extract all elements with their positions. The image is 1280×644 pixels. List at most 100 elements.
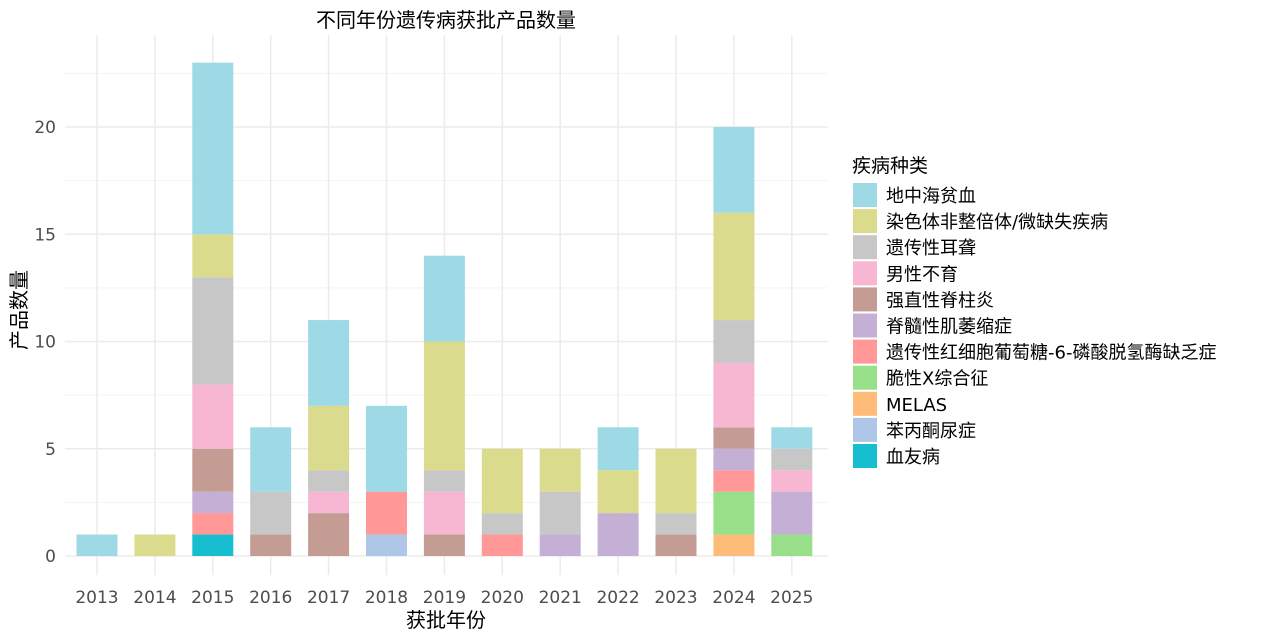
bar-segment — [713, 470, 755, 492]
bar-segment — [76, 534, 118, 556]
x-tick-label: 2018 — [365, 588, 408, 608]
bar-segment — [771, 448, 813, 471]
x-tick-label: 2023 — [654, 588, 697, 608]
bar-segment — [713, 127, 755, 213]
legend-swatch — [853, 444, 877, 468]
bar-segment — [192, 513, 234, 535]
bar-segment — [423, 491, 465, 535]
legend-swatch — [853, 313, 877, 338]
bar-segment — [423, 534, 465, 556]
bar-segment — [308, 513, 350, 556]
bar-segment — [539, 534, 581, 556]
legend-item: 男性不育 — [853, 261, 958, 286]
legend-label: 脊髓性肌萎缩症 — [886, 317, 1012, 338]
bar-segment — [713, 491, 755, 535]
bar-segment — [308, 491, 350, 514]
legend-label: 遗传性耳聋 — [886, 238, 976, 259]
chart-title: 不同年份遗传病获批产品数量 — [316, 8, 576, 32]
bar-segment — [250, 427, 292, 492]
x-tick-label: 2016 — [249, 588, 292, 608]
x-tick-label: 2017 — [307, 588, 350, 608]
bar-segment — [771, 491, 813, 535]
legend-label: 男性不育 — [886, 264, 958, 285]
bar-segment — [308, 320, 350, 406]
bars — [76, 62, 813, 556]
bar-segment — [771, 534, 813, 556]
legend-item: 苯丙酮尿症 — [853, 417, 976, 442]
bar-segment — [481, 534, 523, 556]
bar-segment — [423, 470, 465, 492]
bar-segment — [713, 448, 755, 471]
bar-segment — [250, 491, 292, 535]
x-tick-label: 2024 — [712, 588, 755, 608]
y-tick-labels: 0 5 10 15 20 — [34, 118, 56, 567]
x-tick-label: 2019 — [423, 588, 466, 608]
x-tick-label: 2014 — [133, 588, 176, 608]
bar-segment — [366, 491, 407, 535]
legend-item: 血友病 — [853, 444, 940, 468]
y-tick-label: 15 — [34, 225, 56, 245]
bar-segment — [192, 277, 234, 385]
y-tick-label: 5 — [45, 440, 56, 460]
y-tick-label: 20 — [34, 118, 56, 138]
bar-segment — [192, 234, 234, 278]
legend-item: 强直性脊柱炎 — [853, 287, 994, 312]
bar-segment — [713, 362, 755, 428]
bar-segment — [713, 534, 755, 556]
bar-segment — [597, 427, 639, 471]
x-axis-label: 获批年份 — [406, 608, 486, 632]
bar-segment — [597, 470, 639, 514]
bar-segment — [539, 448, 581, 492]
bar-segment — [655, 448, 697, 514]
bar-segment — [308, 470, 350, 492]
legend-label: 染色体非整倍体/微缺失疾病 — [886, 212, 1108, 233]
legend-swatch — [853, 417, 877, 442]
x-tick-labels: 2013 2014 2015 2016 2017 2018 2019 2020 2021 2022… — [75, 588, 813, 608]
legend-item: 遗传性红细胞葡萄糖-6-磷酸脱氢酶缺乏症 — [853, 339, 1216, 364]
legend-item: 遗传性耳聋 — [853, 235, 976, 260]
bar-segment — [366, 405, 407, 492]
x-tick-label: 2015 — [191, 588, 234, 608]
legend-item: MELAS — [853, 391, 947, 416]
bar-segment — [539, 491, 581, 535]
bar-segment — [481, 448, 523, 514]
bar-segment — [192, 62, 234, 235]
legend-swatch — [853, 183, 877, 207]
legend-title: 疾病种类 — [852, 155, 928, 177]
legend-label: 脆性X综合征 — [886, 369, 988, 390]
bar-segment — [423, 341, 465, 471]
bar-segment — [192, 491, 234, 514]
x-tick-label: 2013 — [75, 588, 118, 608]
legend-swatch — [853, 339, 877, 364]
legend-label: 血友病 — [886, 447, 940, 468]
bar-segment — [713, 320, 755, 363]
bar-segment — [771, 427, 813, 449]
bar-segment — [771, 470, 813, 492]
legend-swatch — [853, 365, 877, 390]
legend-item: 地中海贫血 — [853, 183, 976, 207]
x-tick-label: 2020 — [481, 588, 524, 608]
bar-segment — [655, 534, 697, 556]
legend-swatch — [853, 261, 877, 286]
bar-segment — [713, 212, 755, 321]
bar-segment — [192, 534, 234, 556]
legend-swatch — [853, 235, 877, 260]
bar-segment — [192, 384, 234, 449]
x-tick-label: 2025 — [770, 588, 813, 608]
legend-item: 脆性X综合征 — [853, 365, 988, 390]
legend-label: 强直性脊柱炎 — [886, 290, 994, 311]
legend-label: 苯丙酮尿症 — [886, 421, 976, 442]
x-tick-label: 2022 — [596, 588, 639, 608]
legend-label: 地中海贫血 — [886, 186, 976, 207]
legend-swatch — [853, 391, 877, 416]
legend-item: 脊髓性肌萎缩症 — [853, 313, 1012, 338]
legend-swatch — [853, 287, 877, 312]
legend: 地中海贫血染色体非整倍体/微缺失疾病遗传性耳聋男性不育强直性脊柱炎脊髓性肌萎缩症… — [853, 183, 1216, 468]
x-tick-label: 2021 — [539, 588, 582, 608]
bar-segment — [366, 534, 407, 556]
bar-segment — [423, 255, 465, 342]
bar-segment — [250, 534, 292, 556]
legend-label: 遗传性红细胞葡萄糖-6-磷酸脱氢酶缺乏症 — [886, 343, 1216, 364]
bar-segment — [134, 534, 176, 556]
